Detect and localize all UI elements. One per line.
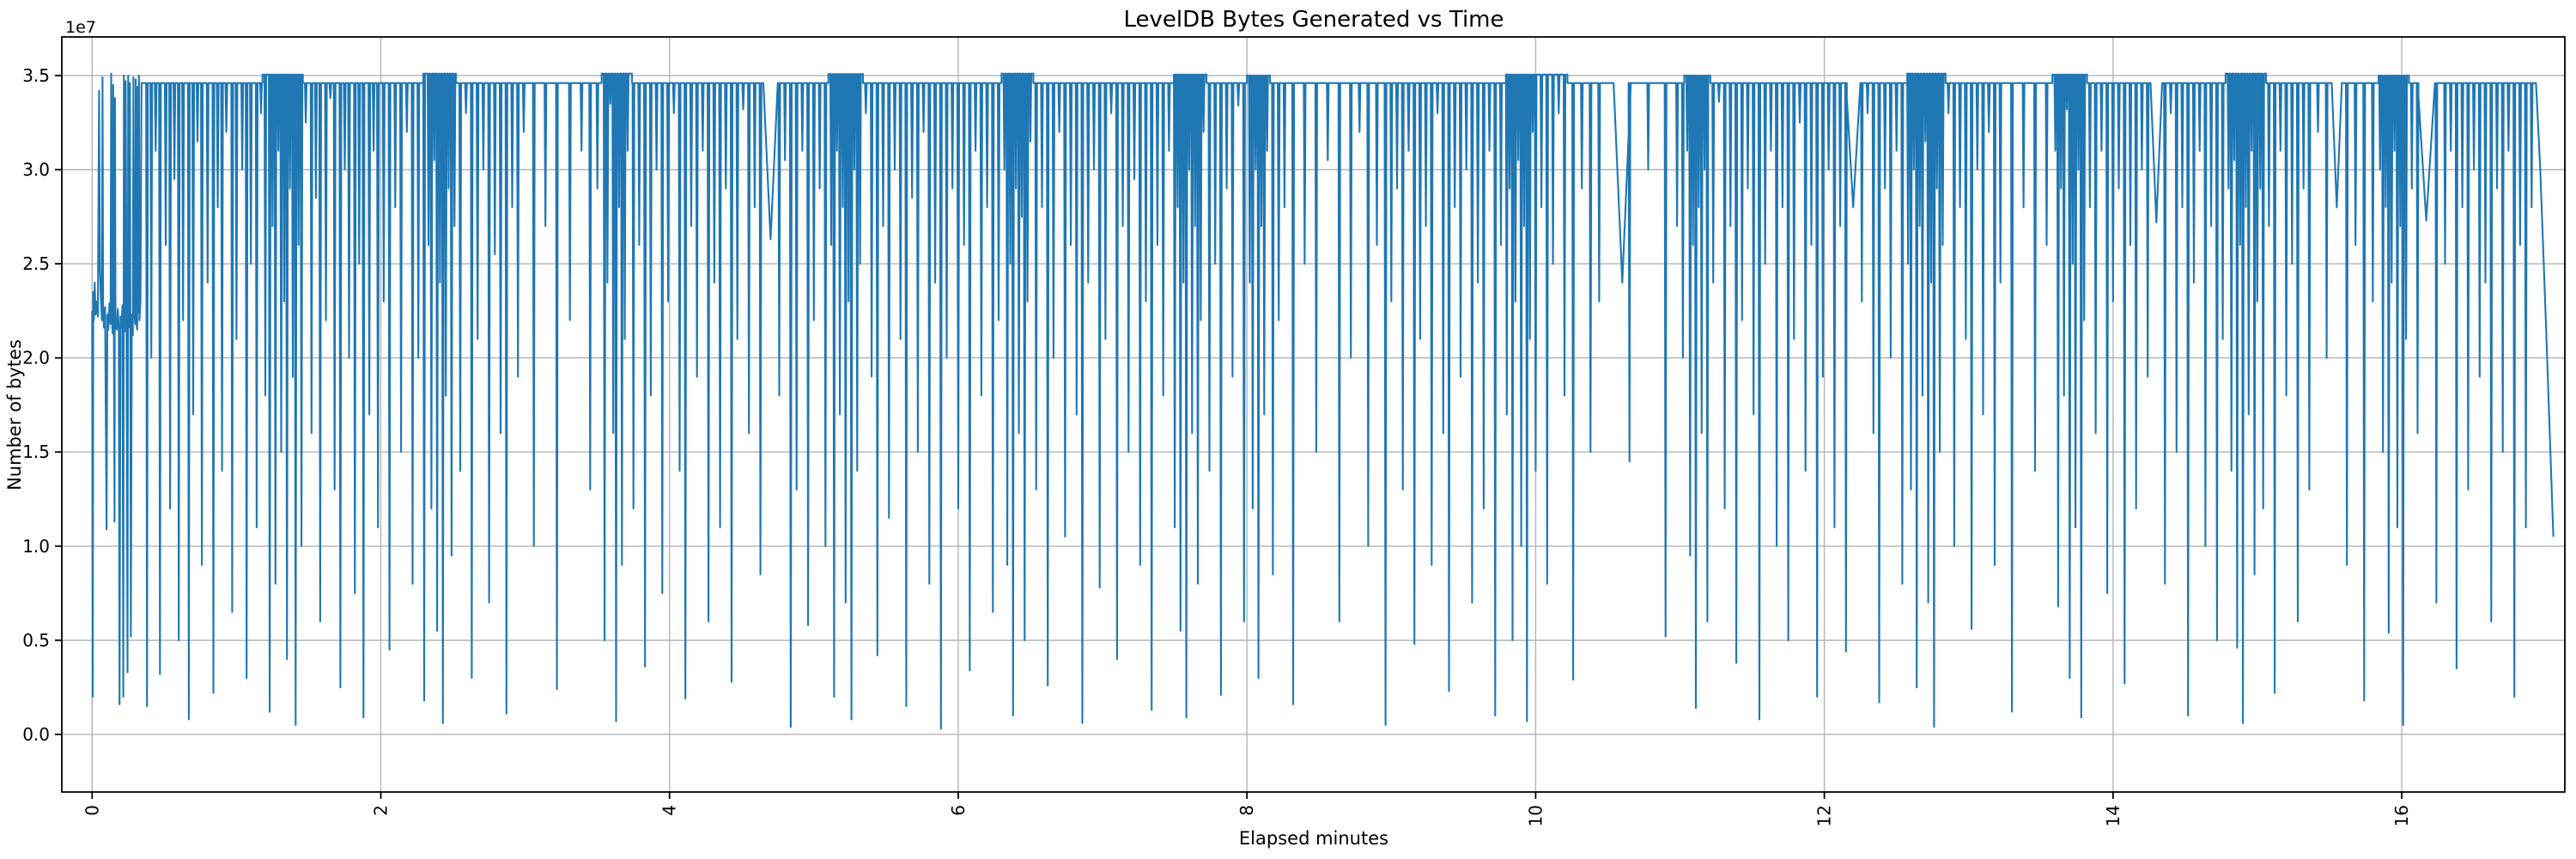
y-tick-label: 1.5 (22, 442, 50, 462)
x-tick-label: 4 (659, 805, 680, 816)
x-axis-label: Elapsed minutes (1239, 828, 1388, 849)
x-tick-label: 6 (948, 805, 969, 816)
axis-tick-marks (55, 75, 2403, 799)
y-tick-label: 2.5 (22, 253, 50, 274)
x-tick-label: 16 (2391, 805, 2412, 826)
y-tick-label: 0.0 (22, 724, 50, 745)
plot-border (61, 36, 2566, 793)
x-tick-label: 0 (82, 805, 102, 816)
x-tick-label: 14 (2103, 805, 2123, 826)
x-axis-tick-labels: 0 2 4 6 8 10 12 14 16 (82, 805, 2412, 826)
x-tick-label: 10 (1525, 805, 1546, 826)
x-tick-label: 12 (1814, 805, 1835, 826)
y-tick-label: 3.0 (22, 159, 50, 180)
y-tick-label: 0.5 (22, 630, 50, 650)
y-tick-label: 1.0 (22, 536, 50, 557)
y-axis-label: Number of bytes (4, 339, 25, 490)
chart-title: LevelDB Bytes Generated vs Time (1123, 7, 1504, 33)
y-axis-offset-text: 1e7 (65, 18, 96, 37)
data-series-line (91, 72, 2555, 730)
x-tick-label: 2 (371, 805, 392, 816)
y-tick-label: 2.0 (22, 348, 50, 369)
y-tick-label: 3.5 (22, 65, 50, 86)
y-axis-tick-labels: 0.0 0.5 1.0 1.5 2.0 2.5 3.0 3.5 (22, 65, 50, 745)
x-tick-label: 8 (1236, 805, 1257, 816)
